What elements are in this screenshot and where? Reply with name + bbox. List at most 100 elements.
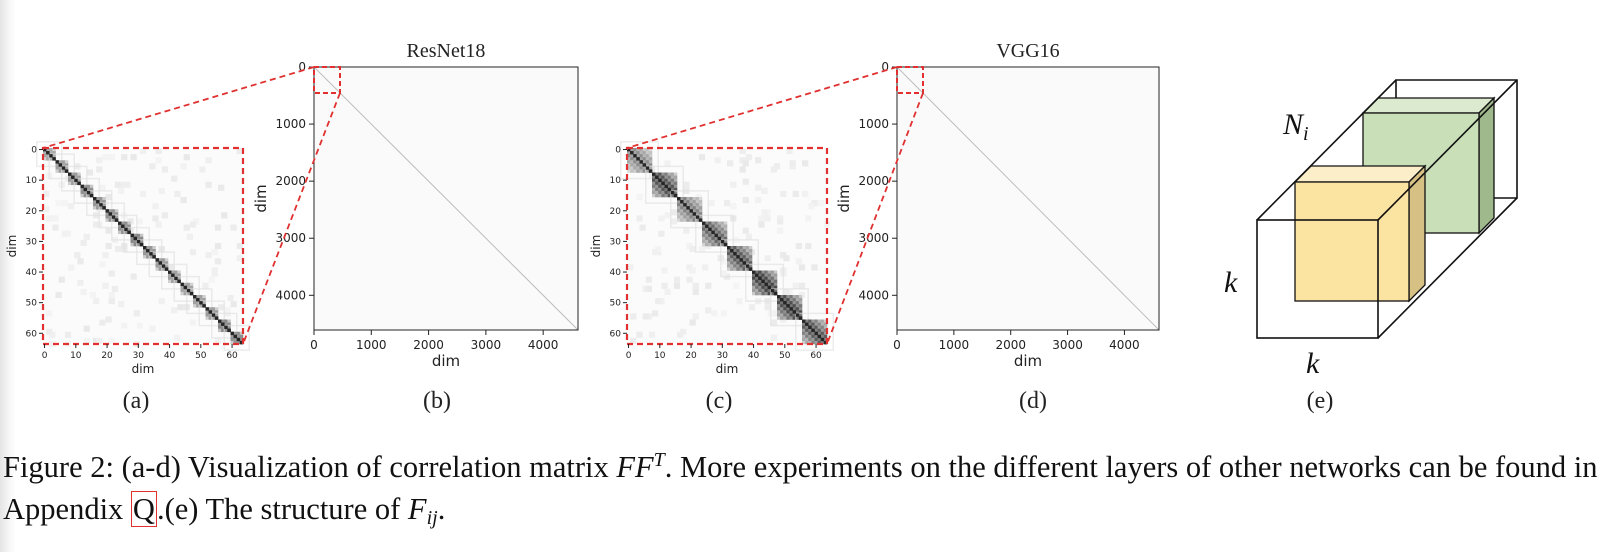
heatmap-diag-cell	[124, 227, 128, 231]
heatmap-noise-cell	[58, 276, 65, 283]
heatmap-noise-cell	[689, 246, 696, 253]
heatmap-noise-cell	[155, 157, 162, 164]
heatmap-noise-cell	[108, 298, 115, 305]
heatmap-cell	[761, 291, 765, 296]
heatmap-diag-cell	[158, 261, 163, 265]
heatmap-cell	[630, 160, 634, 164]
heatmap-cell	[43, 157, 47, 161]
heatmap-cell	[227, 325, 231, 329]
heatmap-diag-cell	[645, 166, 650, 170]
heatmap-noise-cell	[708, 200, 715, 207]
zoom-connector-bottom	[242, 92, 341, 345]
zoom-border	[625, 146, 829, 346]
heatmap-cell	[777, 316, 781, 320]
heatmap-cell	[648, 151, 653, 155]
heatmap-diag-cell	[202, 304, 206, 308]
heatmap-cell	[233, 340, 238, 345]
panel-title: ResNet18	[407, 40, 486, 62]
heatmap-noise-cell	[789, 160, 796, 167]
heatmap-cell	[186, 291, 191, 296]
zoom-region-box	[313, 66, 341, 94]
appendix-link[interactable]: Q	[130, 491, 157, 527]
heatmap-cell	[46, 154, 50, 158]
heatmap-noise-cell	[74, 252, 81, 259]
heatmap-cell	[199, 298, 203, 302]
heatmap-cell	[199, 304, 203, 308]
heatmap-cell	[673, 184, 678, 189]
heatmap-cell	[780, 316, 784, 320]
heatmap-cell	[230, 340, 234, 345]
x-tick-label: 50	[779, 351, 791, 361]
heatmap-noise-cell	[183, 154, 190, 161]
heatmap-cell	[808, 328, 812, 333]
heatmap-noise-cell	[49, 340, 56, 348]
heatmap-noise-cell	[43, 206, 50, 213]
x-tick-label: 50	[195, 351, 207, 361]
heatmap-cell	[770, 273, 775, 277]
heatmap-noise-cell	[105, 316, 112, 323]
heatmap-cell	[146, 255, 150, 259]
heatmap-cell	[742, 246, 747, 250]
heatmap-diag-cell	[723, 242, 728, 247]
heatmap-cell	[761, 273, 765, 277]
heatmap-cell	[727, 267, 731, 271]
heatmap-cell	[677, 203, 681, 207]
heatmap-cell	[767, 279, 772, 284]
heatmap-cell	[689, 203, 693, 207]
heatmap-diag-cell	[752, 270, 756, 274]
heatmap-cell	[667, 181, 672, 186]
heatmap-cell	[692, 215, 697, 219]
heatmap-diag-cell	[55, 160, 59, 164]
heatmap-diag-cell	[808, 325, 812, 329]
heatmap-noise-cell	[664, 212, 671, 219]
heatmap-cell	[171, 279, 175, 284]
x-tick-label: 0	[310, 338, 318, 352]
heatmap-cell	[202, 301, 206, 305]
heatmap-noise-cell	[236, 148, 243, 155]
heatmap-cell	[211, 307, 216, 311]
y-tick-label: 60	[610, 329, 622, 339]
heatmap-cell	[727, 264, 731, 268]
heatmap-noise-cell	[636, 331, 643, 338]
heatmap-noise-cell	[805, 215, 812, 222]
heatmap-cell	[708, 230, 712, 235]
heatmap-cell	[705, 236, 709, 241]
heatmap-cell	[49, 151, 53, 155]
y-tick-label: 40	[26, 268, 38, 278]
heatmap-cell	[795, 304, 800, 308]
heatmap-noise-cell	[630, 337, 637, 344]
heatmap-noise-cell	[177, 304, 184, 311]
heatmap-cell	[695, 212, 700, 216]
heatmap-cell	[811, 334, 815, 339]
heatmap-noise-cell	[761, 209, 768, 216]
heatmap-cell	[686, 212, 690, 216]
heatmap-cell	[723, 230, 728, 235]
heatmap-cell	[692, 203, 697, 207]
heatmap-diag-cell	[648, 169, 653, 173]
y-axis-label: dim	[5, 235, 19, 258]
heatmap-cell	[74, 172, 78, 176]
heatmap-cell	[642, 169, 647, 173]
heatmap-noise-cell	[664, 288, 671, 295]
x-axis-label: dim	[716, 362, 739, 376]
heatmap-cell	[814, 322, 818, 326]
heatmap-cell	[196, 304, 200, 308]
y-tick-label: 60	[26, 329, 38, 339]
heatmap-cell	[695, 218, 700, 222]
heatmap-cell	[664, 187, 668, 192]
heatmap-cell	[161, 267, 166, 271]
heatmap-diag-cell	[99, 203, 103, 207]
heatmap-diag-cell	[164, 267, 169, 271]
heatmap-cell	[642, 160, 647, 164]
heatmap-cell	[239, 331, 244, 336]
heatmap-diag-cell	[745, 264, 750, 268]
heatmap-noise-cell	[111, 285, 118, 292]
caption-suffix: .	[437, 492, 446, 526]
heatmap-diag-cell	[64, 169, 69, 173]
heatmap-cell	[648, 160, 653, 164]
heatmap-cell	[717, 221, 722, 225]
heatmap-cell	[742, 267, 747, 271]
y-tick-label: 10	[26, 176, 38, 186]
heatmap-cell	[196, 295, 200, 299]
heatmap-cell	[121, 227, 125, 231]
